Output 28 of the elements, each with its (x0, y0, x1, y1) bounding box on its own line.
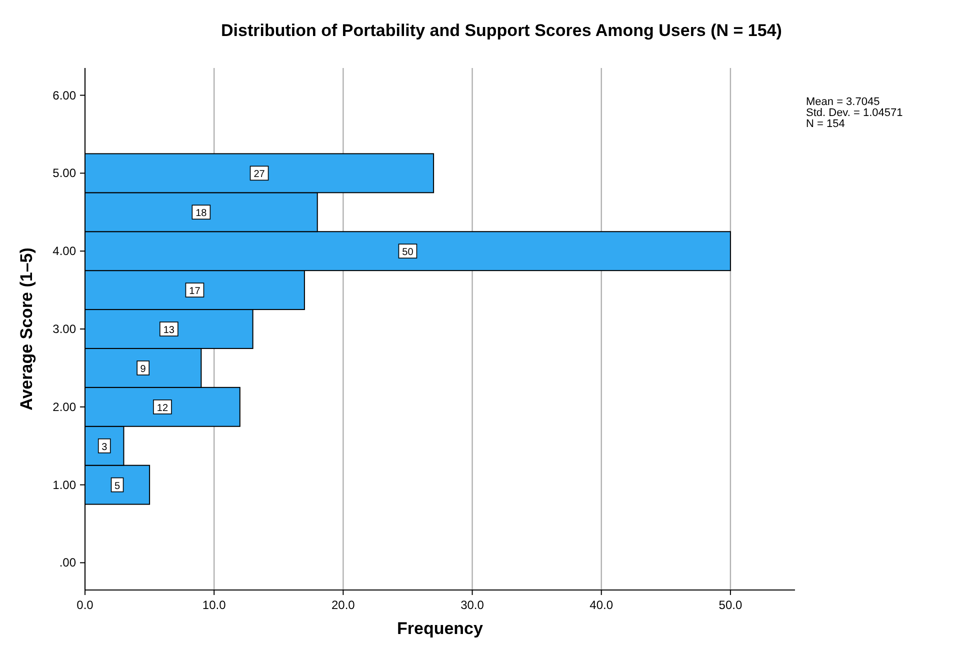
data-label: 5 (114, 480, 120, 492)
data-label: 13 (163, 325, 175, 336)
y-tick-label: 5.00 (52, 166, 76, 180)
x-tick-label: 10.0 (202, 598, 226, 612)
y-axis-title: Average Score (1–5) (17, 248, 36, 410)
data-label: 17 (189, 286, 201, 298)
text: N = 154 (806, 118, 845, 130)
y-tick-label: 6.00 (52, 88, 76, 102)
x-tick-label: 50.0 (718, 598, 742, 612)
text: Mean = 3.7045 (806, 96, 880, 108)
x-tick-label: 20.0 (332, 598, 356, 612)
y-tick-label: 4.00 (52, 244, 76, 258)
data-label: 3 (102, 442, 108, 453)
text: Std. Dev. = 1.04571 (806, 107, 903, 119)
data-label: 27 (254, 169, 266, 180)
data-label: 9 (140, 364, 146, 375)
y-tick-label: 1.00 (52, 478, 76, 492)
x-tick-label: 0.0 (76, 598, 94, 612)
y-tick-label: .00 (59, 556, 76, 570)
data-label: 12 (156, 402, 168, 414)
chart-title: Distribution of Portability and Support Scores Among Users (N = 154) (221, 21, 782, 40)
data-label: 18 (196, 208, 208, 220)
x-tick-label: 30.0 (460, 598, 484, 612)
y-tick-label: 2.00 (52, 400, 76, 414)
x-tick-label: 40.0 (590, 598, 614, 612)
x-axis-title: Frequency (397, 619, 484, 638)
y-tick-label: 3.00 (52, 322, 76, 336)
data-label: 50 (402, 247, 414, 258)
